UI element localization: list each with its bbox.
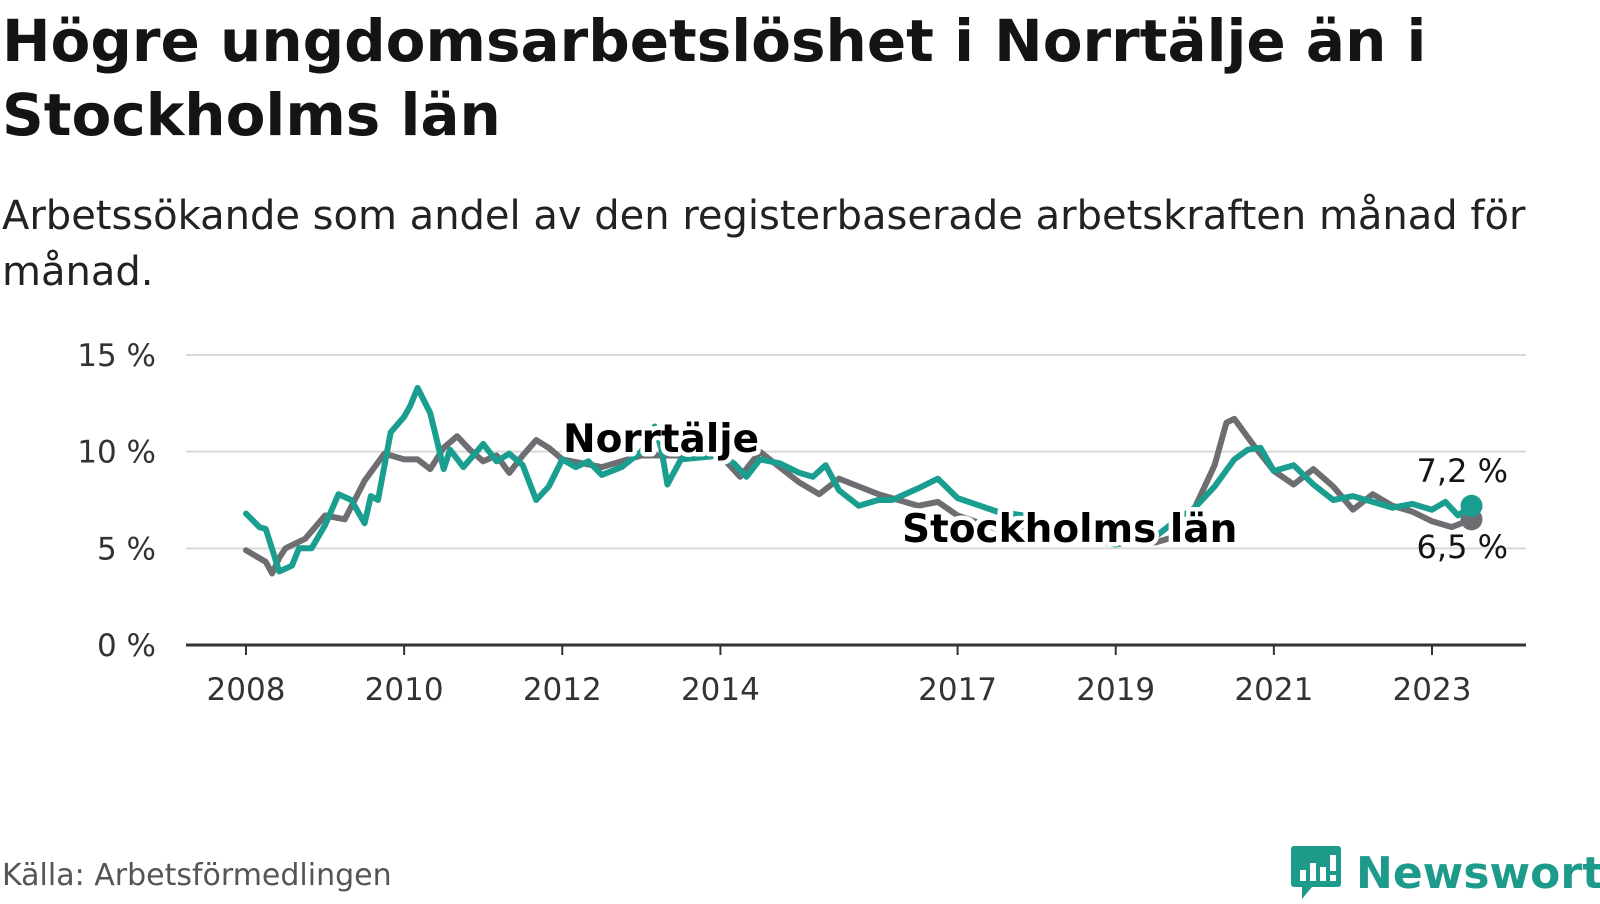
- series-label-norrtalje: Norrtälje: [563, 417, 759, 462]
- y-tick-label: 10 %: [77, 435, 156, 471]
- x-tick-label: 2019: [1076, 672, 1155, 708]
- x-axis-ticks: 2008 2010 2012 2014 2017 2019 2021 2023: [207, 645, 1472, 708]
- x-tick-label: 2010: [365, 672, 444, 708]
- series-lines: [243, 384, 1483, 577]
- line-chart: 0 %5 %10 %15 % 2008 2010 2012 2014 2017 2019 2…: [77, 338, 1526, 708]
- y-axis-ticks: 0 % 5 % 10 % 15 %: [77, 338, 156, 664]
- series-line-stockholm: [243, 415, 1475, 577]
- brand-name: Newsworthy: [1356, 847, 1600, 899]
- x-tick-label: 2014: [681, 672, 760, 708]
- source-note: Källa: Arbetsförmedlingen: [2, 858, 392, 893]
- x-tick-label: 2012: [523, 672, 602, 708]
- newsworthy-logo: Newsworthy: [1290, 842, 1600, 904]
- chart-subtitle: Arbetssökande som andel av den registerb…: [2, 193, 1526, 295]
- chart-title: Högre ungdomsarbetslöshet i Norrtälje än…: [2, 7, 1427, 149]
- end-point-norrtalje: [1460, 494, 1483, 517]
- x-tick-label: 2008: [207, 672, 286, 708]
- y-tick-label: 5 %: [97, 531, 156, 567]
- x-tick-label: 2023: [1393, 672, 1472, 708]
- y-tick-label: 15 %: [77, 338, 156, 374]
- series-labels: Norrtälje Stockholms län 7,2 % 6,5 %: [559, 413, 1509, 567]
- gridlines: [186, 354, 1526, 647]
- bar-chart-speech-icon: [1291, 846, 1341, 899]
- series-label-stockholm: Stockholms län: [902, 507, 1237, 552]
- end-label-stockholm: 6,5 %: [1417, 528, 1508, 566]
- end-label-norrtalje: 7,2 %: [1417, 452, 1508, 490]
- x-tick-label: 2017: [918, 672, 997, 708]
- series-line-norrtalje: [243, 384, 1475, 575]
- y-tick-label: 0 %: [97, 628, 156, 664]
- x-tick-label: 2021: [1234, 672, 1313, 708]
